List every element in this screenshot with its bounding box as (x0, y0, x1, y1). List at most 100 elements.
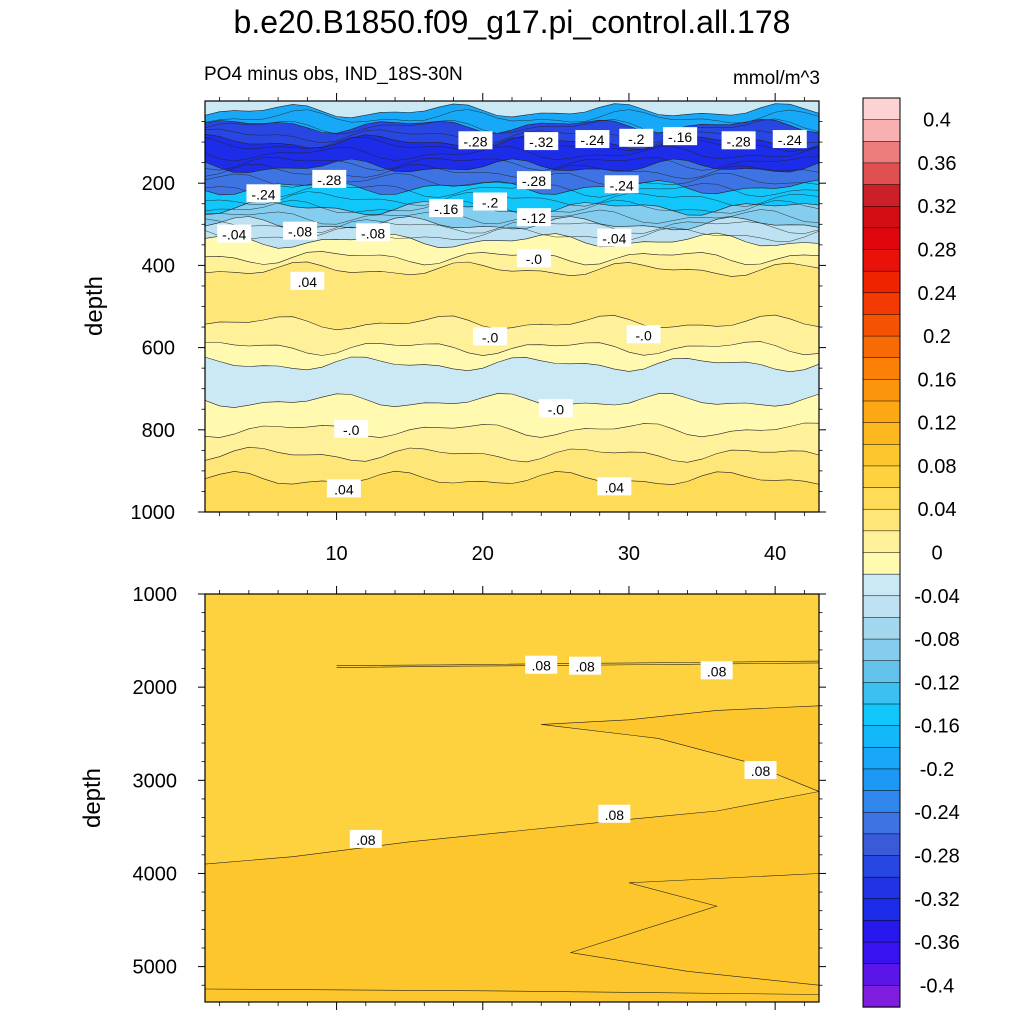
upper-contour-field (205, 101, 819, 512)
contour-label: .04 (334, 481, 354, 497)
colorbar-tick-label: -0.4 (920, 975, 954, 997)
colorbar-swatch (862, 703, 901, 727)
contour-label: -.32 (529, 134, 553, 150)
contour-label: -.28 (317, 172, 341, 188)
contour-label: .08 (356, 832, 376, 848)
contour-label-box (700, 661, 733, 680)
colorbar-swatch (862, 790, 901, 813)
colorbar-swatch (862, 595, 901, 619)
colorbar-swatch (862, 768, 901, 792)
contour-label: -.16 (434, 201, 458, 217)
contour-label-box (290, 271, 325, 290)
colorbar-swatch (862, 660, 901, 684)
contour-line (205, 314, 819, 331)
colorbar-swatch (862, 444, 901, 467)
colorbar-swatch (862, 941, 901, 965)
colorbar-swatch (862, 422, 901, 445)
contour-line (205, 470, 819, 485)
y-tick-label: 4000 (133, 863, 178, 885)
upper-y-axis-label: depth (81, 276, 108, 336)
colorbar-swatch (862, 573, 901, 597)
colorbar-swatch (862, 184, 901, 207)
colorbar-tick-label: 0.12 (918, 413, 957, 435)
contour-line (205, 341, 819, 356)
colorbar-swatch (862, 249, 901, 272)
contour-line (205, 446, 819, 463)
contour-label: -.0 (482, 329, 499, 345)
y-tick-label: 5000 (133, 957, 178, 979)
colorbar-swatch (862, 920, 901, 943)
contour-line (205, 199, 819, 214)
contour-label-box (516, 249, 551, 268)
y-tick-label: 2000 (133, 677, 178, 699)
contour-label-box (217, 224, 252, 243)
contour-label: -.04 (222, 227, 246, 243)
upper-panel: -.28 -.32 -.24 -.2 -.16 -.28 -.24 -.24 -.28 -.28 -… (131, 93, 826, 565)
contour-label: -.2 (628, 131, 645, 147)
subtitle-units: mmol/m^3 (732, 68, 820, 89)
contour-label-box (458, 131, 493, 150)
colorbar-tick-label: -0.24 (914, 802, 960, 824)
contour-label-box (525, 655, 558, 674)
contour-line (205, 156, 819, 171)
contour-label-box (772, 130, 807, 149)
colorbar-swatch (862, 876, 901, 900)
x-tick-label: 20 (472, 543, 494, 565)
contour-band (205, 357, 819, 408)
contour-label-box (356, 223, 391, 242)
contour-label-box (429, 199, 464, 218)
contour-band (205, 103, 819, 134)
contour-label-box (246, 184, 281, 203)
contour-line (205, 191, 819, 207)
colorbar-swatch (862, 205, 901, 229)
contour-label: -.0 (526, 251, 543, 267)
contour-line (205, 172, 819, 188)
colorbar-swatch (862, 97, 901, 121)
contour-label: .08 (575, 659, 595, 675)
y-tick-label: 1000 (131, 502, 176, 524)
contour-label-box (575, 130, 610, 149)
colorbar-swatch (862, 335, 901, 359)
contour-label-box (663, 127, 698, 146)
colorbar-swatch (862, 227, 901, 251)
colorbar-tick-label: 0.24 (918, 283, 957, 305)
contour-line (205, 163, 819, 180)
contour-region-right-wedge (541, 705, 819, 792)
contour-label: -.0 (635, 327, 652, 343)
contour-label-box (516, 171, 551, 190)
contour-line (205, 158, 819, 173)
contour-label: -.04 (602, 231, 626, 247)
lower-y-axis-label: depth (79, 768, 106, 828)
colorbar-swatch (862, 811, 901, 835)
colorbar-swatch (862, 963, 901, 987)
colorbar-swatch (862, 682, 901, 705)
colorbar-tick-label: 0.2 (923, 326, 951, 348)
colorbar-swatch (862, 292, 901, 316)
contour-label-box (283, 221, 318, 240)
contour-line (205, 422, 819, 438)
contour-label-box (349, 829, 382, 848)
contour-label: .04 (605, 479, 625, 495)
contour-band (205, 341, 819, 372)
contour-line (205, 261, 819, 277)
colorbar-swatch (862, 530, 901, 554)
contour-band (205, 447, 819, 485)
contour-line (205, 356, 819, 373)
colorbar-swatch (862, 855, 901, 878)
colorbar-swatch (862, 357, 901, 380)
colorbar-tick-label: 0.28 (918, 240, 957, 262)
colorbar-tick-label: -0.16 (914, 716, 960, 738)
colorbar-tick-label: -0.2 (920, 759, 954, 781)
colorbar-swatch (862, 162, 901, 186)
contour-label: .08 (532, 658, 552, 674)
colorbar-swatch (862, 465, 901, 489)
contour-label: -.2 (482, 195, 499, 211)
contour-label: -.28 (727, 133, 751, 149)
contour-label-box (619, 128, 654, 147)
contour-label: .04 (298, 274, 318, 290)
colorbar-tick-label: 0.36 (918, 153, 957, 175)
colorbar-frame (862, 97, 901, 1008)
colorbar-swatch (862, 400, 901, 424)
colorbar-tick-label: -0.28 (914, 846, 960, 868)
lower-panel: .08 .08 .08 .08 .08 .08 1000 2000 3000 4000 5000 (133, 584, 826, 1010)
